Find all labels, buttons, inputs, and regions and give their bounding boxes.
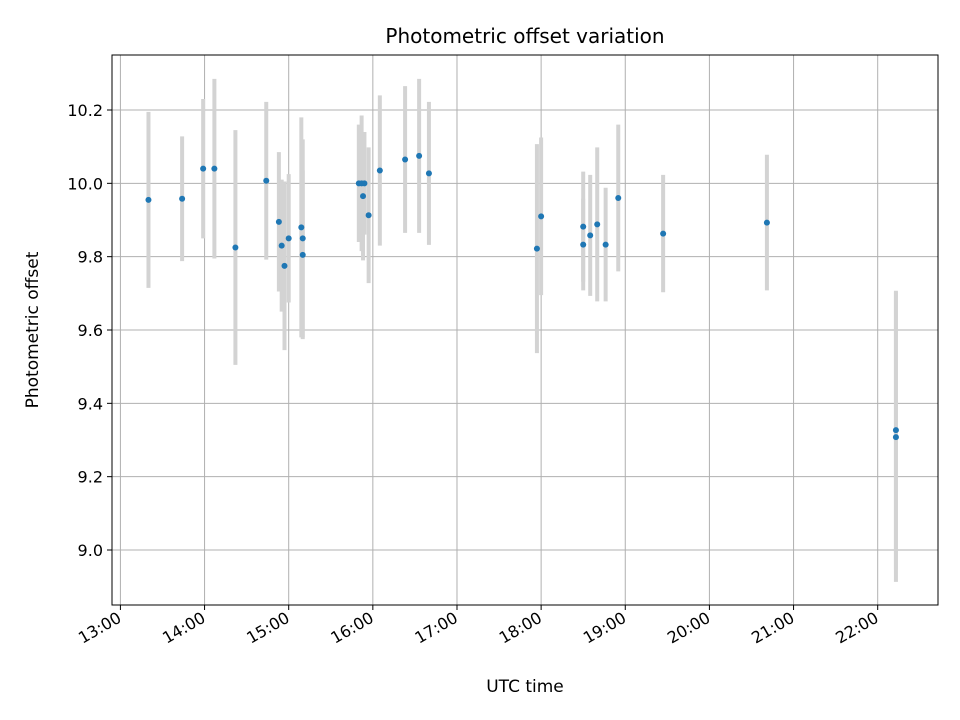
x-axis-label: UTC time [486, 677, 564, 697]
data-point [365, 212, 372, 219]
y-tick-label: 10.2 [67, 101, 103, 120]
data-point [892, 427, 899, 434]
data-point [580, 241, 587, 248]
data-point [402, 156, 409, 163]
x-tick-label: 18:00 [496, 608, 545, 648]
data-point [275, 218, 282, 225]
data-point [200, 165, 207, 172]
data-point [278, 242, 285, 249]
data-point [660, 230, 667, 237]
data-point [232, 244, 239, 251]
data-points [145, 152, 899, 441]
x-tick-label: 22:00 [832, 608, 881, 648]
data-point [416, 152, 423, 159]
data-point [425, 170, 432, 177]
y-tick-label: 9.0 [78, 541, 103, 560]
data-point [602, 241, 609, 248]
x-tick-label: 13:00 [75, 608, 124, 648]
data-point [615, 195, 622, 201]
data-point [892, 434, 899, 441]
data-point [587, 232, 594, 239]
x-tick-label: 16:00 [327, 608, 376, 648]
y-tick-label: 9.2 [78, 468, 103, 487]
data-point [263, 177, 270, 184]
data-point [299, 235, 306, 242]
y-axis-label: Photometric offset [23, 251, 43, 408]
data-point [299, 251, 306, 258]
data-point [376, 167, 383, 174]
y-tick-label: 9.6 [78, 321, 103, 340]
x-axis: 13:00 14:00 15:00 16:00 17:00 18:00 19:00 20:00… [75, 605, 882, 648]
data-point [594, 221, 601, 228]
x-tick-label: 20:00 [664, 608, 713, 648]
x-tick-label: 14:00 [159, 608, 208, 648]
data-point [361, 180, 368, 187]
y-axis: 9.0 9.2 9.4 9.6 9.8 10.0 10.2 [67, 101, 112, 560]
y-tick-label: 9.4 [78, 394, 103, 413]
data-point [211, 165, 218, 172]
data-point [145, 196, 152, 203]
y-tick-label: 10.0 [67, 174, 103, 193]
data-point [179, 195, 186, 202]
data-point [533, 245, 540, 252]
x-tick-label: 21:00 [748, 608, 797, 648]
x-tick-label: 19:00 [580, 608, 629, 648]
data-point [580, 223, 587, 230]
y-tick-label: 9.8 [78, 248, 103, 267]
chart-title: Photometric offset variation [385, 24, 664, 48]
data-point [298, 224, 305, 231]
data-point [281, 262, 288, 269]
x-tick-label: 17:00 [412, 608, 461, 648]
data-point [538, 213, 545, 220]
data-point [763, 219, 770, 226]
data-point [360, 193, 367, 200]
x-tick-label: 15:00 [243, 608, 292, 648]
data-point [285, 235, 292, 242]
